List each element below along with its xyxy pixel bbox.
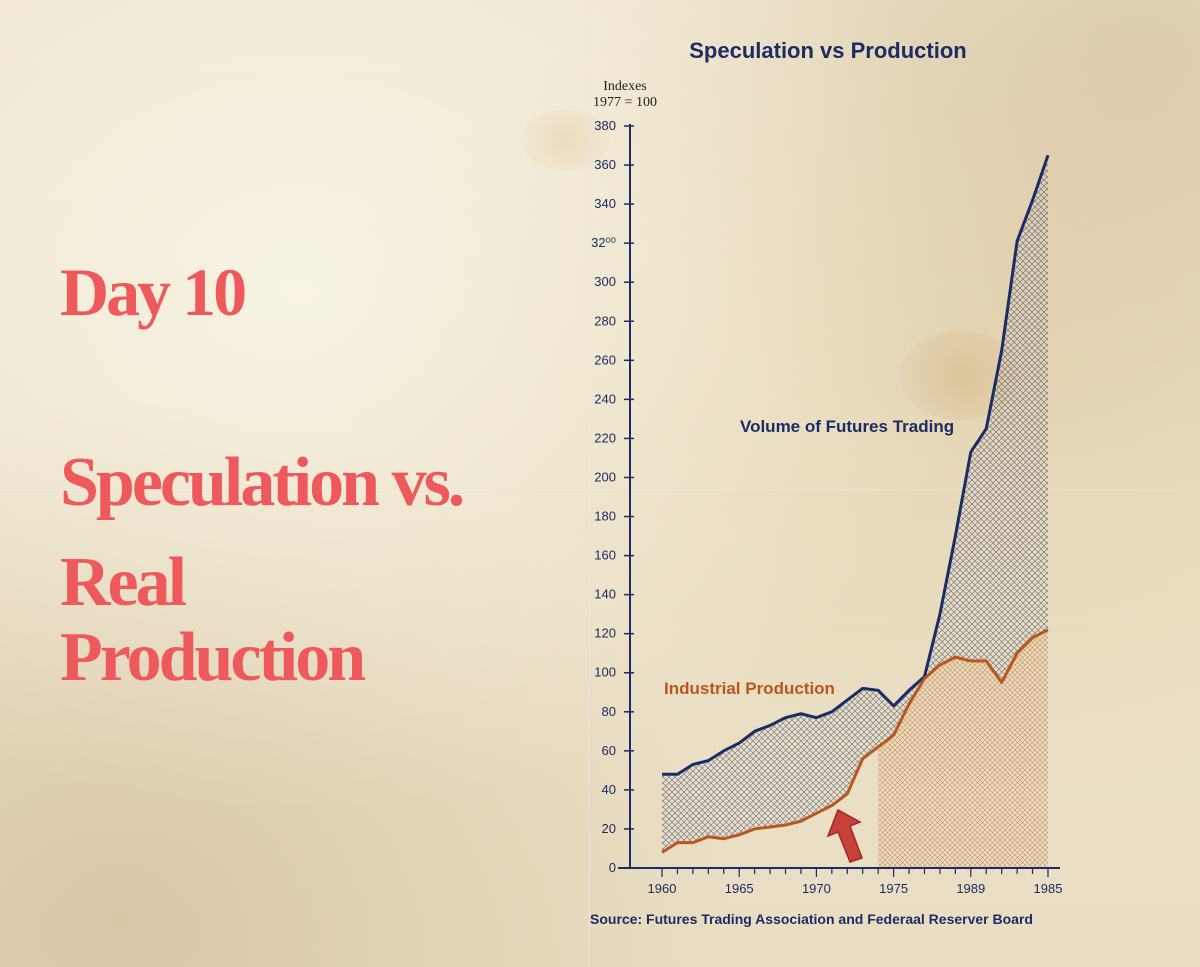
futures-trading-line	[662, 154, 1050, 776]
y-tick-label: 120	[594, 626, 616, 641]
coffee-stain	[520, 110, 610, 170]
y-tick-label: 140	[594, 587, 616, 602]
chart-title: Speculation vs Production	[689, 38, 966, 63]
industrial-production-line	[661, 628, 1049, 854]
x-tick-label: 1985	[1034, 881, 1063, 896]
industrial-area-fill	[878, 629, 1048, 868]
chart-source-note: Source: Futures Trading Association and …	[590, 911, 1033, 927]
y-axis-unit-line-2: 1977 = 100	[593, 95, 657, 110]
futures-area-fill	[662, 155, 1048, 853]
day-heading: Day 10	[60, 254, 247, 330]
y-tick-label: 100	[594, 665, 616, 680]
x-tick-label: 1975	[879, 881, 908, 896]
y-tick-label: 300	[594, 274, 616, 289]
y-tick-label: 160	[594, 548, 616, 563]
y-tick-label: 60	[602, 743, 616, 758]
red-arrow-annotation	[826, 808, 863, 863]
annotation-industrial-label: Industrial Production	[664, 679, 835, 698]
y-tick-label: 380	[594, 118, 616, 133]
y-tick-label: 280	[594, 313, 616, 328]
x-tick-label: 1989	[956, 881, 985, 896]
y-tick-label: 260	[594, 352, 616, 367]
y-tick-label: 220	[594, 430, 616, 445]
paper-fold-horizontal	[0, 488, 1200, 491]
y-tick-label: 20	[602, 821, 616, 836]
y-tick-label: 240	[594, 391, 616, 406]
y-tick-label: 360	[594, 157, 616, 172]
y-tick-label: 340	[594, 196, 616, 211]
y-tick-label: 180	[594, 509, 616, 524]
y-tick-label: 80	[602, 704, 616, 719]
y-tick-label: 40	[602, 782, 616, 797]
paper-fold-vertical	[588, 0, 591, 967]
topic-heading-line-1: Speculation vs.	[60, 444, 465, 521]
topic-heading-line-3: Production	[60, 619, 366, 696]
x-tick-label: 1960	[648, 881, 677, 896]
y-tick-label: 0	[609, 860, 616, 875]
y-tick-label: 32⁰⁰	[591, 235, 616, 250]
topic-heading-line-2: Real	[60, 544, 187, 621]
y-tick-label: 200	[594, 469, 616, 484]
x-tick-label: 1965	[725, 881, 754, 896]
annotation-futures-label: Volume of Futures Trading	[740, 417, 954, 436]
x-tick-label: 1970	[802, 881, 831, 896]
y-axis-unit-line-1: Indexes	[603, 79, 647, 94]
